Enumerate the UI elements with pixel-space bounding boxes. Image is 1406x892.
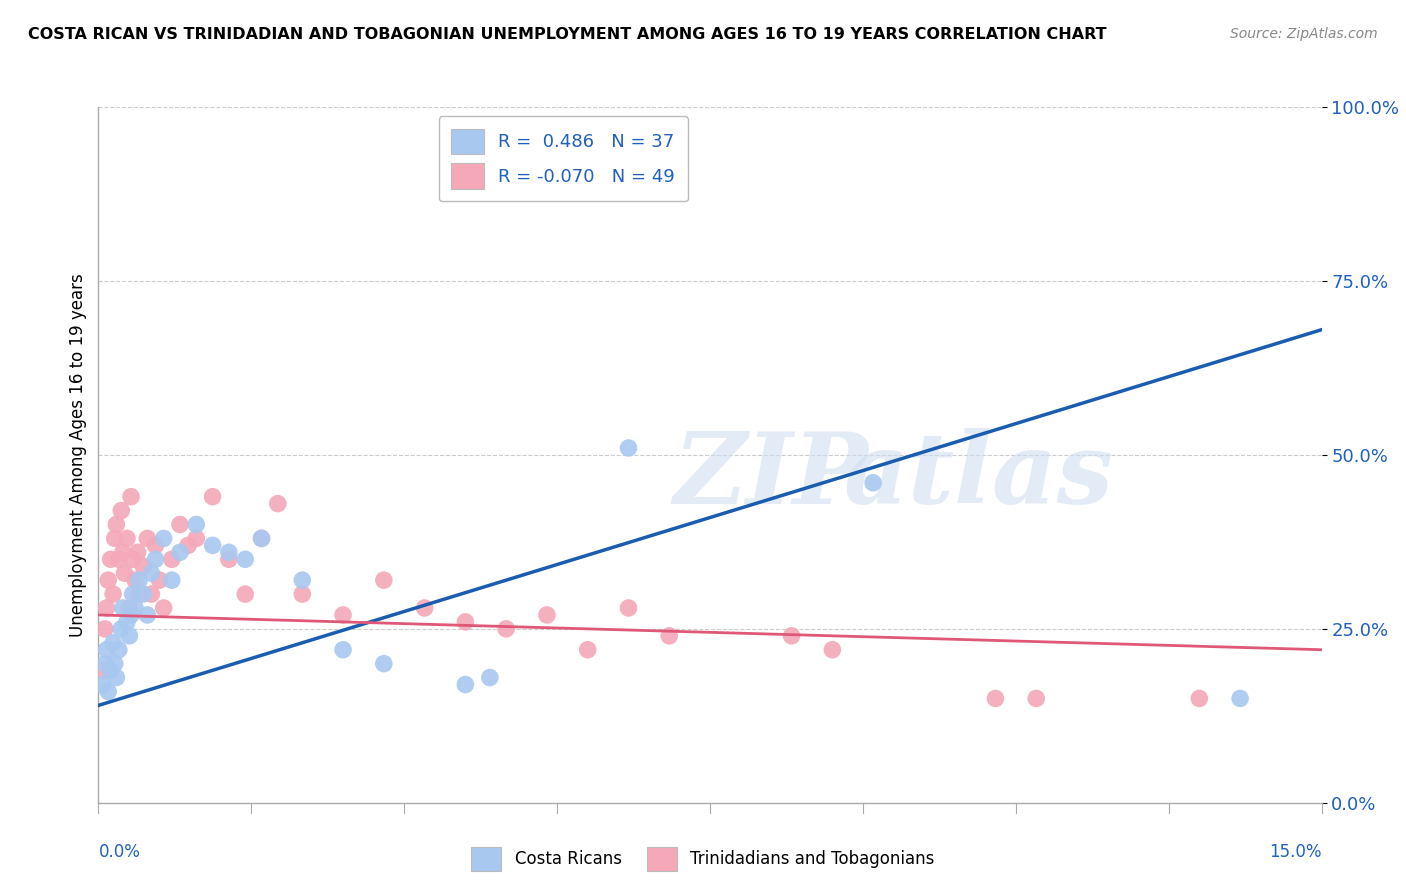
Point	[108, 642, 131, 657]
Point	[250, 532, 273, 546]
Point	[97, 573, 120, 587]
Point	[250, 532, 273, 546]
Point	[233, 552, 256, 566]
Text: 15.0%: 15.0%	[1270, 843, 1322, 861]
Point	[121, 552, 143, 566]
Point	[118, 629, 141, 643]
Point	[141, 566, 163, 581]
Point	[267, 497, 290, 511]
Point	[141, 587, 163, 601]
Y-axis label: Unemployment Among Ages 16 to 19 years: Unemployment Among Ages 16 to 19 years	[69, 273, 87, 637]
Point	[454, 677, 477, 691]
Point	[96, 642, 118, 657]
Point	[152, 601, 174, 615]
Point	[111, 601, 134, 615]
Point	[186, 517, 208, 532]
Point	[115, 532, 138, 546]
Point	[110, 622, 132, 636]
Point	[111, 545, 134, 559]
Point	[821, 642, 844, 657]
Legend: Costa Ricans, Trinidadians and Tobagonians: Costa Ricans, Trinidadians and Tobagonia…	[463, 839, 943, 880]
Point	[115, 615, 138, 629]
Point	[100, 552, 122, 566]
Point	[201, 538, 224, 552]
Point	[152, 532, 174, 546]
Text: 0.0%: 0.0%	[98, 843, 141, 861]
Point	[105, 671, 128, 685]
Point	[104, 532, 127, 546]
Point	[495, 622, 517, 636]
Point	[201, 490, 224, 504]
Point	[94, 622, 117, 636]
Point	[218, 545, 240, 559]
Point	[413, 601, 436, 615]
Point	[218, 552, 240, 566]
Point	[233, 587, 256, 601]
Point	[114, 566, 136, 581]
Point	[1025, 691, 1047, 706]
Point	[120, 490, 142, 504]
Point	[128, 587, 150, 601]
Point	[291, 573, 314, 587]
Legend: R =  0.486   N = 37, R = -0.070   N = 49: R = 0.486 N = 37, R = -0.070 N = 49	[439, 116, 688, 202]
Point	[132, 559, 155, 574]
Point	[169, 545, 191, 559]
Point	[658, 629, 681, 643]
Point	[124, 573, 146, 587]
Text: Source: ZipAtlas.com: Source: ZipAtlas.com	[1230, 27, 1378, 41]
Point	[127, 545, 149, 559]
Point	[91, 677, 114, 691]
Point	[1229, 691, 1251, 706]
Point	[128, 573, 150, 587]
Point	[536, 607, 558, 622]
Point	[617, 441, 640, 455]
Point	[105, 517, 128, 532]
Point	[332, 642, 354, 657]
Point	[120, 607, 142, 622]
Point	[104, 657, 127, 671]
Point	[136, 532, 159, 546]
Point	[136, 607, 159, 622]
Point	[97, 684, 120, 698]
Point	[108, 552, 131, 566]
Point	[132, 587, 155, 601]
Point	[291, 587, 314, 601]
Point	[780, 629, 803, 643]
Point	[478, 671, 501, 685]
Point	[145, 538, 167, 552]
Point	[454, 615, 477, 629]
Point	[1188, 691, 1211, 706]
Point	[110, 503, 132, 517]
Point	[124, 601, 146, 615]
Point	[118, 601, 141, 615]
Point	[101, 587, 124, 601]
Point	[149, 573, 172, 587]
Point	[186, 532, 208, 546]
Point	[160, 573, 183, 587]
Point	[94, 657, 117, 671]
Point	[100, 664, 122, 678]
Point	[101, 636, 124, 650]
Text: COSTA RICAN VS TRINIDADIAN AND TOBAGONIAN UNEMPLOYMENT AMONG AGES 16 TO 19 YEARS: COSTA RICAN VS TRINIDADIAN AND TOBAGONIA…	[28, 27, 1107, 42]
Point	[373, 573, 395, 587]
Point	[576, 642, 599, 657]
Point	[145, 552, 167, 566]
Point	[121, 587, 143, 601]
Point	[862, 475, 884, 490]
Point	[617, 601, 640, 615]
Point	[373, 657, 395, 671]
Point	[169, 517, 191, 532]
Point	[96, 601, 118, 615]
Point	[332, 607, 354, 622]
Point	[91, 664, 114, 678]
Point	[984, 691, 1007, 706]
Text: ZIP: ZIP	[673, 427, 869, 524]
Point	[160, 552, 183, 566]
Point	[177, 538, 200, 552]
Text: atlas: atlas	[844, 427, 1114, 524]
